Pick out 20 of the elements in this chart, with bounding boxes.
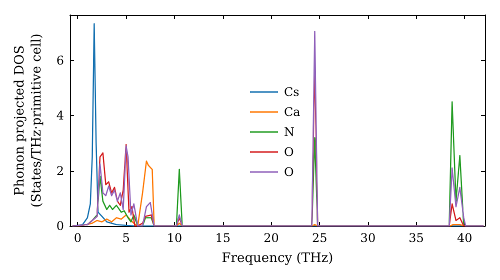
y-axis-title: Phonon projected DOS (States/THz·primitive cell) <box>12 33 44 208</box>
x-tick-label: 15 <box>215 231 230 245</box>
x-axis-title: Frequency (THz) <box>222 251 334 266</box>
legend-label: Cs <box>284 85 300 99</box>
x-tick-label: 25 <box>312 231 328 245</box>
y-tick-label: 0 <box>56 219 64 233</box>
x-tick-label: 40 <box>457 231 472 245</box>
x-tick-label: 5 <box>122 231 130 245</box>
x-tick-label: 20 <box>264 231 279 245</box>
y-tick-label: 6 <box>56 54 64 68</box>
legend-label: O <box>284 145 294 159</box>
legend-label: O <box>284 165 294 179</box>
legend-label: N <box>284 125 294 139</box>
x-tick-label: 35 <box>408 231 424 245</box>
y-tick-label: 2 <box>56 164 64 178</box>
y-tick-label: 4 <box>56 108 64 123</box>
x-tick-label: 10 <box>166 231 182 245</box>
x-tick-label: 30 <box>360 231 376 245</box>
legend-label: Ca <box>284 105 300 119</box>
x-tick-label: 0 <box>74 231 82 245</box>
